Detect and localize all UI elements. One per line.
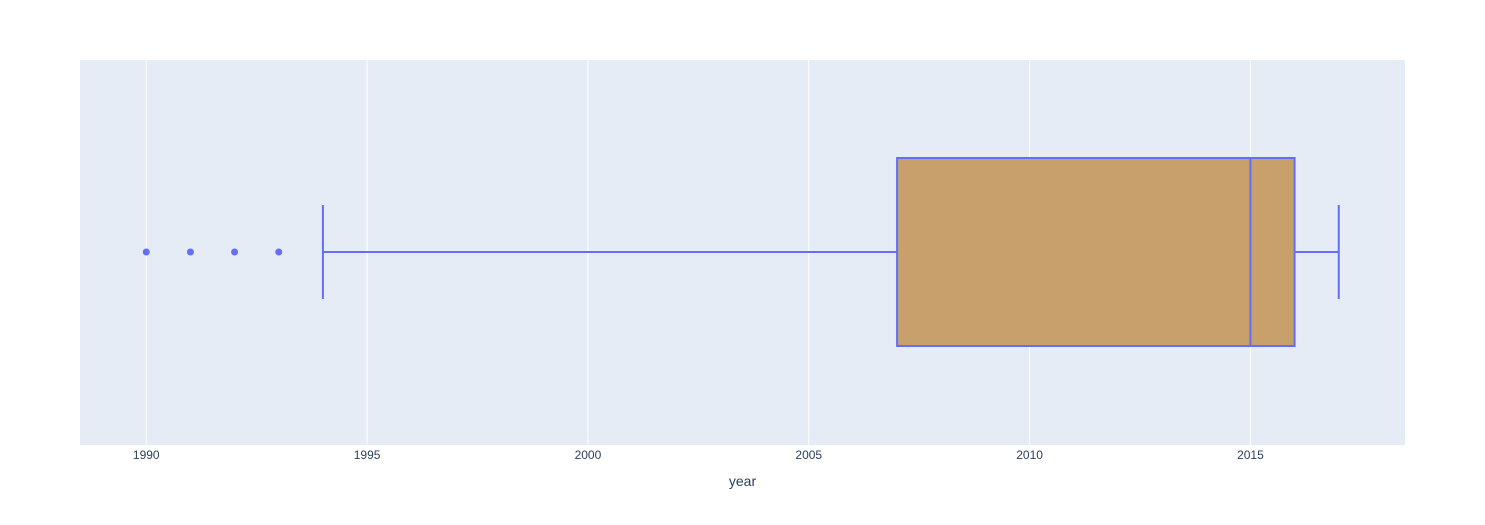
x-tick-label: 1990	[133, 448, 160, 462]
outlier-point	[231, 248, 239, 256]
outlier-point	[275, 248, 283, 256]
x-tick-label: 2000	[575, 448, 602, 462]
x-tick-label: 2005	[795, 448, 822, 462]
box-iqr	[896, 157, 1296, 347]
x-tick-label: 2015	[1237, 448, 1264, 462]
x-axis-ticks: 1990 1995 2000 2005 2010 2015	[133, 448, 1264, 462]
x-axis-title: year	[729, 473, 757, 489]
outlier-point	[186, 248, 194, 256]
x-tick-label: 1995	[354, 448, 381, 462]
x-tick-label: 2010	[1016, 448, 1043, 462]
box-trace	[142, 157, 1340, 347]
outlier-point	[142, 248, 150, 256]
